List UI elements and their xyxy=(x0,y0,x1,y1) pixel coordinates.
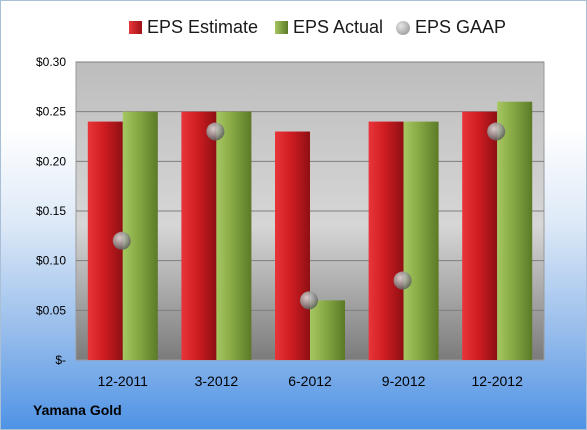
x-tick-label: 9-2012 xyxy=(382,373,426,389)
marker-eps-gaap xyxy=(393,271,412,290)
y-tick-label: $0.15 xyxy=(36,204,66,218)
chart-legend: EPS Estimate EPS Actual EPS GAAP xyxy=(0,17,587,41)
marker-eps-gaap xyxy=(300,291,318,310)
x-tick-label: 6-2012 xyxy=(288,373,332,389)
legend-item-eps-estimate: EPS Estimate xyxy=(129,17,258,38)
bar-eps-estimate xyxy=(462,111,498,361)
legend-swatch-actual xyxy=(275,21,288,34)
bar-eps-actual xyxy=(403,121,439,360)
marker-eps-gaap xyxy=(206,122,225,141)
legend-label-estimate: EPS Estimate xyxy=(147,17,259,37)
legend-label-actual: EPS Actual xyxy=(293,17,384,37)
y-tick-label: $0.30 xyxy=(36,55,66,69)
x-tick-label: 12-2011 xyxy=(98,373,149,389)
x-tick-label: 3-2012 xyxy=(195,373,239,389)
y-tick-label: $0.25 xyxy=(36,105,66,119)
x-tick-label: 12-2012 xyxy=(472,373,524,389)
legend-swatch-estimate xyxy=(129,21,142,34)
bar-eps-actual xyxy=(310,300,345,360)
bar-eps-actual xyxy=(497,101,533,360)
y-tick-label: $- xyxy=(55,353,66,367)
company-name: Yamana Gold xyxy=(33,402,122,418)
marker-eps-gaap xyxy=(487,122,506,141)
y-tick-label: $0.20 xyxy=(36,154,66,168)
legend-label-gaap: EPS GAAP xyxy=(415,17,507,37)
y-tick-label: $0.10 xyxy=(36,254,66,268)
bar-eps-estimate xyxy=(275,131,310,360)
bar-eps-estimate xyxy=(181,111,217,361)
legend-item-eps-gaap: EPS GAAP xyxy=(396,17,506,38)
bar-eps-actual xyxy=(216,111,252,361)
y-tick-label: $0.05 xyxy=(36,303,66,317)
bar-eps-estimate xyxy=(368,121,404,360)
marker-eps-gaap xyxy=(112,231,131,250)
legend-swatch-gaap xyxy=(396,20,410,35)
legend-item-eps-actual: EPS Actual xyxy=(275,17,383,38)
